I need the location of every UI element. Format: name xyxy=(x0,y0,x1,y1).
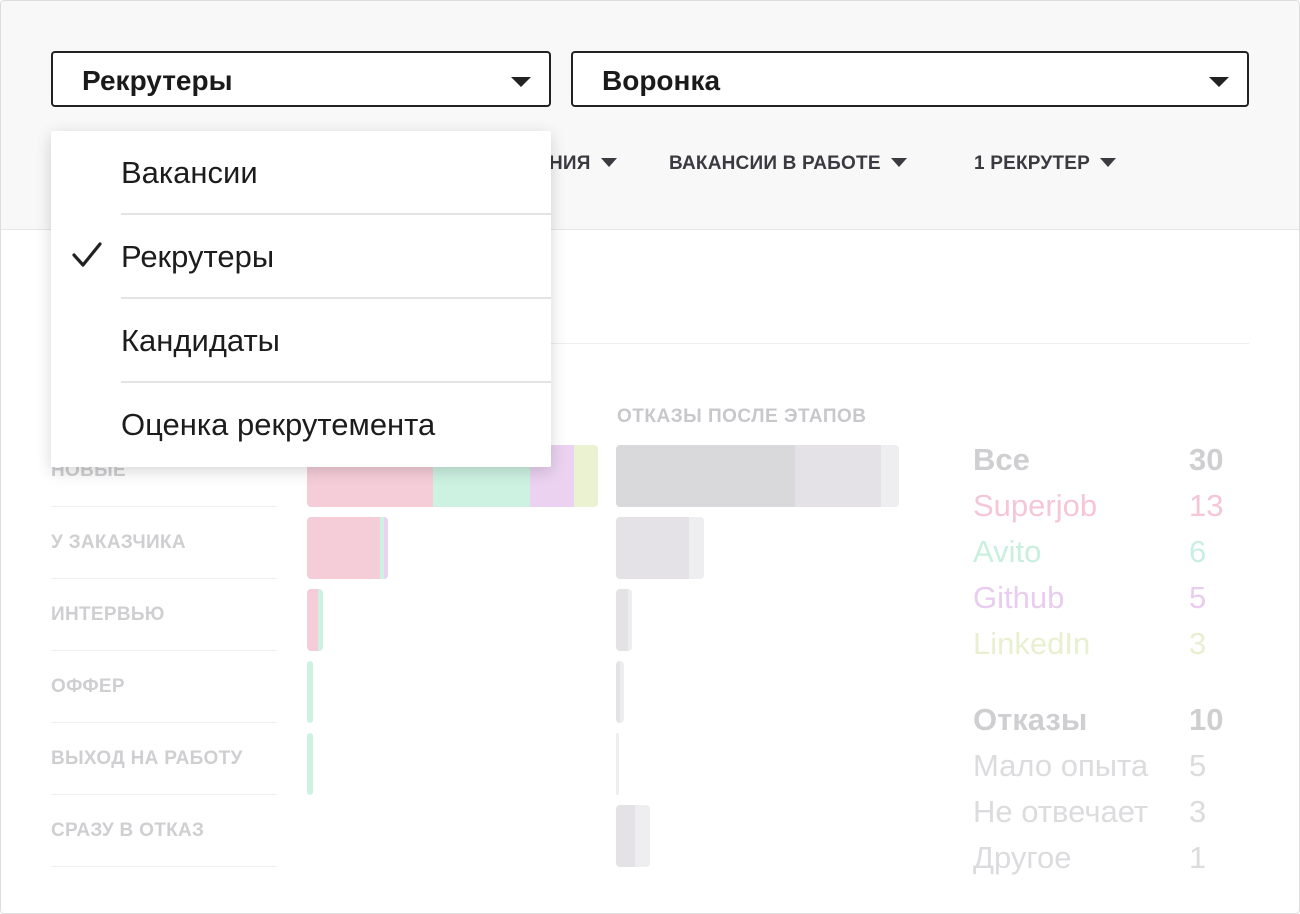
report-view-select[interactable]: Воронка xyxy=(571,51,1249,107)
source-segment xyxy=(379,517,384,579)
rejection-bar xyxy=(616,445,900,507)
menu-item-label: Оценка рекрутемента xyxy=(121,407,436,442)
rejection-segment xyxy=(795,445,881,507)
menu-item-label: Кандидаты xyxy=(121,323,280,358)
stage-row: СРАЗУ В ОТКАЗ xyxy=(51,795,277,867)
legend-rejections-total: 10 xyxy=(1189,702,1224,737)
report-view-value: Воронка xyxy=(602,65,721,96)
menu-item-recruitment-evaluation[interactable]: Оценка рекрутемента xyxy=(51,383,551,467)
chevron-down-icon xyxy=(1209,77,1229,87)
caret-down-icon xyxy=(1099,157,1116,167)
rejection-segment xyxy=(688,517,705,579)
legend-sources-total: 30 xyxy=(1189,442,1224,477)
source-segment xyxy=(317,589,323,651)
rejection-segment xyxy=(616,805,636,867)
checkmark-icon xyxy=(72,242,102,267)
rejection-bar xyxy=(616,661,624,723)
rejection-bar xyxy=(616,733,619,795)
rejection-segment xyxy=(616,733,619,795)
rejection-segment xyxy=(616,517,689,579)
rejection-bar xyxy=(616,805,650,867)
legend-source-value: 3 xyxy=(1189,626,1207,661)
legend-rejection-label: Другое xyxy=(973,840,1072,875)
menu-item-vacancies[interactable]: Вакансии xyxy=(51,131,551,215)
vacancies-filter[interactable]: ВАКАНСИИ В РАБОТЕ xyxy=(669,153,907,175)
period-filter[interactable]: НИЯ xyxy=(549,153,617,175)
legend-source-value: 5 xyxy=(1189,580,1207,615)
legend-rejection-label: Мало опыта xyxy=(973,748,1149,783)
stage-label: СРАЗУ В ОТКАЗ xyxy=(51,820,205,841)
source-bar xyxy=(307,733,313,795)
legend-rejections-header: Отказы xyxy=(973,702,1088,737)
source-bar xyxy=(307,589,323,651)
rejection-segment xyxy=(627,589,633,651)
recruiter-filter-label: 1 РЕКРУТЕР xyxy=(974,153,1090,174)
caret-down-icon xyxy=(890,157,907,167)
source-bar xyxy=(307,517,389,579)
rejection-bar xyxy=(616,589,633,651)
source-segment xyxy=(307,661,313,723)
legend-source-value: 13 xyxy=(1189,488,1224,523)
menu-item-candidates[interactable]: Кандидаты xyxy=(51,299,551,383)
legend-source-label: Avito xyxy=(973,534,1042,569)
report-type-value: Рекрутеры xyxy=(82,65,233,96)
rejection-segment xyxy=(616,445,796,507)
source-bar xyxy=(307,661,313,723)
rejections-column-title: ОТКАЗЫ ПОСЛЕ ЭТАПОВ xyxy=(617,406,867,427)
rejection-segment xyxy=(616,661,620,723)
source-segment xyxy=(307,517,380,579)
stage-label: У ЗАКАЗЧИКА xyxy=(51,532,186,553)
rejection-segment xyxy=(880,445,900,507)
legend-rejection-value: 1 xyxy=(1189,840,1207,875)
legend-rejection-label: Не отвечает xyxy=(973,794,1149,829)
menu-divider xyxy=(121,381,551,383)
caret-down-icon xyxy=(600,157,617,167)
report-type-dropdown-menu: Вакансии Рекрутеры Кандидаты Оценка рекр… xyxy=(51,131,551,467)
legend-rejection-value: 3 xyxy=(1189,794,1207,829)
menu-divider xyxy=(121,213,551,215)
legend-source-label: LinkedIn xyxy=(973,626,1091,661)
stage-row: ИНТЕРВЬЮ xyxy=(51,579,277,651)
menu-item-label: Рекрутеры xyxy=(121,239,275,274)
rejection-segment xyxy=(619,661,624,723)
source-segment xyxy=(307,589,318,651)
legend-sources-header: Все xyxy=(973,442,1030,477)
legend-source-label: Superjob xyxy=(973,488,1098,523)
chevron-down-icon xyxy=(511,77,531,87)
source-segment xyxy=(307,733,313,795)
stage-row: У ЗАКАЗЧИКА xyxy=(51,507,277,579)
source-segment xyxy=(573,445,598,507)
rejection-segment xyxy=(616,589,628,651)
rejection-bar xyxy=(616,517,705,579)
period-filter-label: НИЯ xyxy=(549,153,591,174)
source-segment xyxy=(383,517,389,579)
legend-rejection-value: 5 xyxy=(1189,748,1207,783)
divider xyxy=(51,343,1249,344)
stage-label: ОФФЕР xyxy=(51,676,125,697)
legend-source-value: 6 xyxy=(1189,534,1207,569)
stage-row: ВЫХОД НА РАБОТУ xyxy=(51,723,277,795)
legend-source-label: Github xyxy=(973,580,1065,615)
filter-bar: Рекрутеры Воронка НИЯ ВАКАНСИИ В РАБОТЕ … xyxy=(1,1,1299,230)
menu-item-label: Вакансии xyxy=(121,155,258,190)
report-type-select[interactable]: Рекрутеры xyxy=(51,51,551,107)
menu-item-recruiters[interactable]: Рекрутеры xyxy=(51,215,551,299)
rejection-segment xyxy=(635,805,650,867)
menu-divider xyxy=(121,297,551,299)
recruiter-filter[interactable]: 1 РЕКРУТЕР xyxy=(974,153,1116,175)
stage-label: ВЫХОД НА РАБОТУ xyxy=(51,748,243,769)
stage-label: ИНТЕРВЬЮ xyxy=(51,604,165,625)
stage-row: ОФФЕР xyxy=(51,651,277,723)
vacancies-filter-label: ВАКАНСИИ В РАБОТЕ xyxy=(669,153,881,174)
